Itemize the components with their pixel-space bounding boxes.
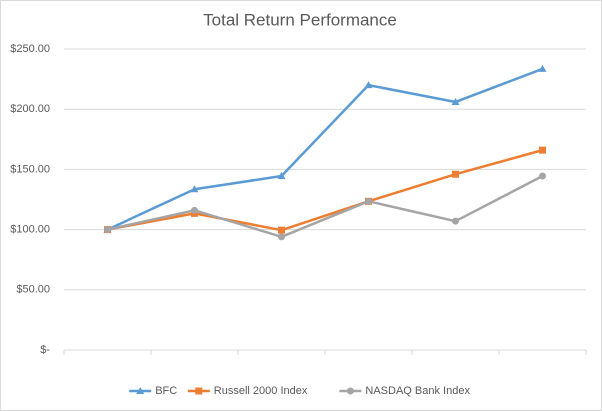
y-tick-label: $250.00 bbox=[10, 43, 50, 55]
data-point bbox=[364, 81, 373, 89]
legend-label: BFC bbox=[155, 385, 177, 397]
y-tick-label: $150.00 bbox=[10, 163, 50, 175]
data-point bbox=[278, 233, 285, 241]
legend-marker bbox=[136, 387, 145, 394]
data-point bbox=[539, 172, 546, 180]
data-point bbox=[452, 170, 459, 178]
data-point bbox=[104, 226, 111, 234]
data-point bbox=[277, 172, 286, 180]
series-line bbox=[107, 174, 544, 239]
legend-label: NASDAQ Bank Index bbox=[365, 385, 470, 397]
chart-title: Total Return Performance bbox=[203, 10, 397, 29]
legend-marker bbox=[346, 387, 354, 395]
data-point bbox=[191, 206, 198, 214]
data-point bbox=[538, 64, 547, 72]
y-tick-label: $- bbox=[40, 344, 50, 356]
data-point bbox=[539, 146, 546, 154]
data-point bbox=[190, 185, 199, 193]
y-tick-label: $50.00 bbox=[16, 284, 50, 296]
y-tick-label: $100.00 bbox=[10, 224, 50, 236]
data-point bbox=[451, 97, 460, 105]
legend-label: Russell 2000 Index bbox=[214, 385, 308, 397]
y-tick-label: $200.00 bbox=[10, 103, 50, 115]
data-point bbox=[452, 217, 459, 225]
data-point bbox=[365, 197, 372, 205]
series-line bbox=[107, 148, 543, 232]
legend-marker bbox=[195, 387, 203, 395]
series-line bbox=[106, 67, 543, 231]
data-point bbox=[278, 226, 285, 234]
